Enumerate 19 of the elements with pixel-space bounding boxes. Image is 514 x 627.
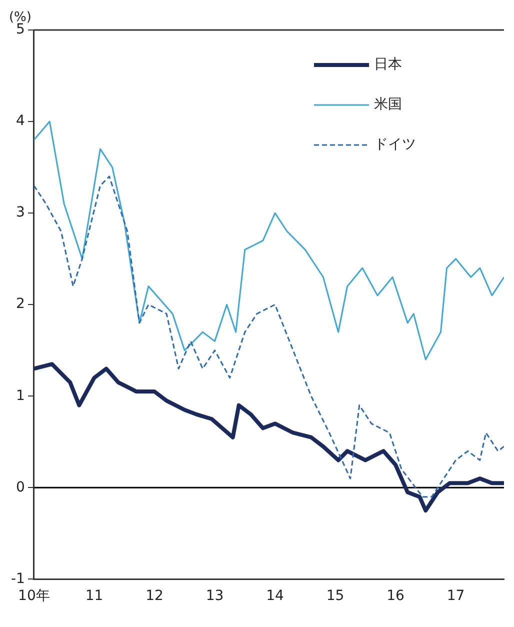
x-tick-label: 11 <box>85 588 104 604</box>
x-tick-label: 17 <box>446 588 465 604</box>
line-series <box>34 176 504 498</box>
y-tick-label: 4 <box>16 113 26 130</box>
x-tick-label: 16 <box>386 588 405 604</box>
legend-label: 日本 <box>374 56 402 73</box>
y-tick-label: -1 <box>10 570 25 587</box>
y-tick-label: 1 <box>16 388 25 404</box>
x-tick-label: 13 <box>206 588 224 604</box>
x-tick-label: 12 <box>146 588 164 604</box>
y-tick-label: 0 <box>16 479 25 496</box>
x-tick-label: 10年 <box>18 588 50 604</box>
x-tick-label: 14 <box>266 588 284 604</box>
y-tick-label: 2 <box>16 296 25 312</box>
x-tick-label: 15 <box>326 588 344 604</box>
y-tick-label: 3 <box>16 204 25 221</box>
legend-label: ドイツ <box>374 136 416 153</box>
legend-label: 米国 <box>374 96 402 113</box>
y-tick-label: 5 <box>16 22 25 38</box>
